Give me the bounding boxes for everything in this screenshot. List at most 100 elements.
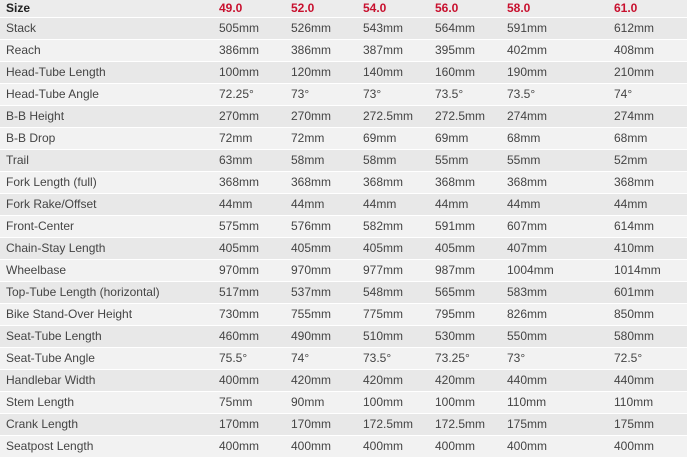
row-label: Handlebar Width xyxy=(6,373,96,387)
cell-value: 74° xyxy=(291,351,310,365)
cell-value: 440mm xyxy=(507,373,548,387)
cell-value: 61.0 xyxy=(614,1,638,15)
cell-value: 410mm xyxy=(614,241,655,255)
cell-value: 580mm xyxy=(614,329,655,343)
row-label: Fork Length (full) xyxy=(6,175,97,189)
table-row: Trail 63mm 58mm 58mm 55mm 55mm 52mm xyxy=(0,150,687,172)
row-label: Crank Length xyxy=(6,417,79,431)
cell-value: 190mm xyxy=(507,65,548,79)
cell-value: 400mm xyxy=(435,439,476,453)
cell-value: 408mm xyxy=(614,43,655,57)
cell-value: 368mm xyxy=(363,175,404,189)
cell-value: 120mm xyxy=(291,65,332,79)
cell-value: 160mm xyxy=(435,65,476,79)
header-row: Size 49.0 52.0 54.0 56.0 58.0 61.0 xyxy=(0,0,687,18)
cell-value: 270mm xyxy=(219,109,260,123)
cell-value: 970mm xyxy=(291,263,332,277)
cell-value: 977mm xyxy=(363,263,404,277)
cell-value: 368mm xyxy=(507,175,548,189)
cell-value: 440mm xyxy=(614,373,655,387)
cell-value: 420mm xyxy=(291,373,332,387)
cell-value: 405mm xyxy=(435,241,476,255)
cell-value: 1014mm xyxy=(614,263,661,277)
row-label: Head-Tube Length xyxy=(6,65,106,79)
row-label: Reach xyxy=(6,43,41,57)
cell-value: 73.5° xyxy=(435,87,464,101)
cell-value: 530mm xyxy=(435,329,476,343)
cell-value: 970mm xyxy=(219,263,260,277)
cell-value: 755mm xyxy=(291,307,332,321)
cell-value: 368mm xyxy=(291,175,332,189)
cell-value: 400mm xyxy=(363,439,404,453)
table-row: Seat-Tube Angle 75.5° 74° 73.5° 73.25° 73° 72.… xyxy=(0,348,687,370)
cell-value: 517mm xyxy=(219,285,260,299)
row-label: Front-Center xyxy=(6,219,75,233)
cell-value: 73° xyxy=(291,87,310,101)
cell-value: 420mm xyxy=(435,373,476,387)
table-row: Stack 505mm 526mm 543mm 564mm 591mm 612mm xyxy=(0,18,687,40)
cell-value: 54.0 xyxy=(363,1,387,15)
cell-value: 420mm xyxy=(363,373,404,387)
table-row: Chain-Stay Length 405mm 405mm 405mm 405mm 407… xyxy=(0,238,687,260)
cell-value: 400mm xyxy=(219,373,260,387)
cell-value: 72.5° xyxy=(614,351,643,365)
row-label: Chain-Stay Length xyxy=(6,241,106,255)
table-row: Head-Tube Angle 72.25° 73° 73° 73.5° 73.5° 74° xyxy=(0,84,687,106)
cell-value: 44mm xyxy=(435,197,469,211)
cell-value: 612mm xyxy=(614,21,655,35)
table-row: Reach 386mm 386mm 387mm 395mm 402mm 408mm xyxy=(0,40,687,62)
cell-value: 52.0 xyxy=(291,1,315,15)
cell-value: 550mm xyxy=(507,329,548,343)
table-row: Head-Tube Length 100mm 120mm 140mm 160mm 190m… xyxy=(0,62,687,84)
cell-value: 543mm xyxy=(363,21,404,35)
cell-value: 172.5mm xyxy=(435,417,486,431)
cell-value: 72mm xyxy=(219,131,253,145)
cell-value: 386mm xyxy=(291,43,332,57)
cell-value: 368mm xyxy=(435,175,476,189)
cell-value: 576mm xyxy=(291,219,332,233)
cell-value: 537mm xyxy=(291,285,332,299)
cell-value: 175mm xyxy=(614,417,655,431)
cell-value: 110mm xyxy=(507,395,547,409)
cell-value: 73° xyxy=(363,87,382,101)
row-label: Stem Length xyxy=(6,395,75,409)
cell-value: 575mm xyxy=(219,219,260,233)
cell-value: 387mm xyxy=(363,43,404,57)
cell-value: 526mm xyxy=(291,21,332,35)
cell-value: 90mm xyxy=(291,395,325,409)
cell-value: 58mm xyxy=(363,153,397,167)
cell-value: 826mm xyxy=(507,307,548,321)
row-label: Fork Rake/Offset xyxy=(6,197,97,211)
cell-value: 564mm xyxy=(435,21,476,35)
cell-value: 68mm xyxy=(507,131,541,145)
cell-value: 49.0 xyxy=(219,1,243,15)
cell-value: 505mm xyxy=(219,21,260,35)
cell-value: 405mm xyxy=(363,241,404,255)
cell-value: 583mm xyxy=(507,285,548,299)
cell-value: 44mm xyxy=(614,197,648,211)
cell-value: 274mm xyxy=(507,109,548,123)
cell-value: 274mm xyxy=(614,109,655,123)
cell-value: 58.0 xyxy=(507,1,531,15)
table-row: Crank Length 170mm 170mm 172.5mm 172.5mm 175m… xyxy=(0,414,687,436)
cell-value: 775mm xyxy=(363,307,404,321)
row-label: Bike Stand-Over Height xyxy=(6,307,133,321)
table-row: Front-Center 575mm 576mm 582mm 591mm 607mm 614… xyxy=(0,216,687,238)
cell-value: 75.5° xyxy=(219,351,248,365)
table-row: Fork Rake/Offset 44mm 44mm 44mm 44mm 44mm 44mm xyxy=(0,194,687,216)
cell-value: 73.25° xyxy=(435,351,470,365)
cell-value: 55mm xyxy=(435,153,469,167)
cell-value: 72mm xyxy=(291,131,325,145)
cell-value: 490mm xyxy=(291,329,332,343)
table-row: B-B Height 270mm 270mm 272.5mm 272.5mm 274mm 2… xyxy=(0,106,687,128)
row-label: Top-Tube Length (horizontal) xyxy=(6,285,160,299)
cell-value: 175mm xyxy=(507,417,548,431)
cell-value: 850mm xyxy=(614,307,655,321)
cell-value: 1004mm xyxy=(507,263,554,277)
cell-value: 73° xyxy=(507,351,526,365)
cell-value: 100mm xyxy=(435,395,476,409)
cell-value: 407mm xyxy=(507,241,548,255)
cell-value: 386mm xyxy=(219,43,260,57)
cell-value: 170mm xyxy=(291,417,332,431)
table-row: B-B Drop 72mm 72mm 69mm 69mm 68mm 68mm xyxy=(0,128,687,150)
